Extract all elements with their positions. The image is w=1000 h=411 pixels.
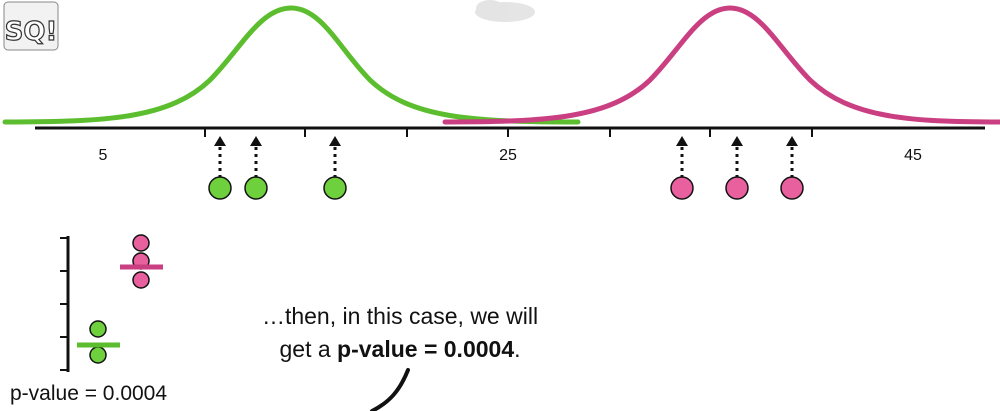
caption: …then, in this case, we will get a p-val… xyxy=(200,300,600,366)
dotted-arrows xyxy=(218,146,794,178)
green-sample-points xyxy=(208,176,347,200)
mini-plot-ticks xyxy=(60,237,68,371)
mini-pink-points xyxy=(132,234,150,289)
caption-line-1: …then, in this case, we will xyxy=(261,303,539,329)
mini-green-points xyxy=(89,320,107,364)
pink-point xyxy=(670,176,694,200)
svg-text:SQ!: SQ! xyxy=(5,17,58,47)
green-point xyxy=(244,176,268,200)
caption-line-2-suffix: . xyxy=(514,336,521,362)
mini-plot xyxy=(60,234,163,372)
tick-label-25: 25 xyxy=(499,147,517,164)
pvalue-label: p-value = 0.0004 xyxy=(10,382,168,405)
pink-point xyxy=(780,176,804,200)
caption-line-2: get a p-value = 0.0004. xyxy=(200,333,600,366)
arrow-heads xyxy=(214,136,798,146)
caption-pvalue-bold: p-value = 0.0004 xyxy=(337,336,515,362)
number-line-ticks xyxy=(204,128,813,137)
caption-line-2-prefix: get a xyxy=(279,336,338,362)
tick-label-5: 5 xyxy=(99,147,108,164)
pink-distribution-curve xyxy=(442,5,1000,125)
green-point xyxy=(208,176,232,200)
tick-label-45: 45 xyxy=(904,147,922,164)
pink-sample-points xyxy=(670,176,804,200)
cloud-decoration xyxy=(475,0,535,22)
pink-point xyxy=(725,176,749,200)
green-point xyxy=(323,176,347,200)
statquest-logo: SQ! xyxy=(3,1,59,51)
speech-pointer xyxy=(370,368,410,411)
green-distribution-curve xyxy=(2,5,581,125)
